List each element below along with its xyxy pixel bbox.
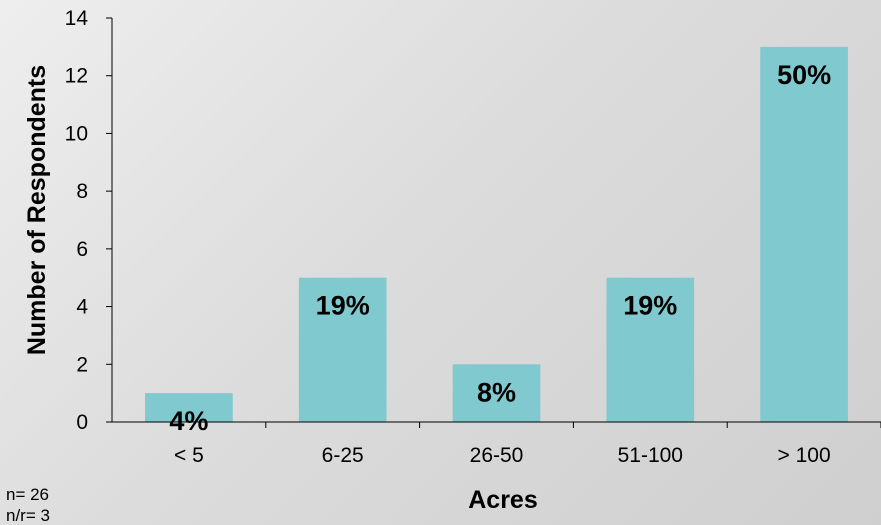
bars-group — [145, 46, 848, 422]
bar — [606, 277, 695, 422]
data-label: 19% — [316, 291, 370, 321]
data-label: 4% — [169, 406, 208, 436]
y-tick-label: 8 — [76, 180, 88, 203]
bar — [452, 364, 541, 422]
bar — [298, 277, 387, 422]
x-tick-label: > 100 — [778, 444, 831, 467]
data-labels: 4% 19% 8% 19% 50% — [169, 60, 831, 436]
y-tick-label: 10 — [65, 122, 88, 145]
data-label: 19% — [623, 291, 677, 321]
y-tick-label: 0 — [76, 411, 88, 434]
sample-size-note: n= 26 — [6, 485, 49, 504]
data-label: 8% — [477, 377, 516, 407]
y-axis-title: Number of Respondents — [23, 65, 51, 355]
x-tick-label: 51-100 — [618, 444, 683, 467]
y-axis-ticks: 0 2 4 6 8 10 12 14 — [65, 7, 112, 434]
y-tick-label: 2 — [76, 353, 88, 376]
bar — [145, 393, 233, 422]
bar — [760, 46, 848, 422]
y-tick-label: 12 — [65, 65, 88, 88]
y-tick-label: 4 — [76, 296, 88, 319]
y-tick-label: 14 — [65, 7, 89, 30]
x-axis-title: Acres — [468, 486, 538, 514]
x-tick-label: 6-25 — [322, 444, 364, 467]
y-tick-label: 6 — [76, 238, 88, 261]
data-label: 50% — [777, 60, 831, 90]
x-tick-label: < 5 — [174, 444, 204, 467]
x-tick-label: 26-50 — [470, 444, 524, 467]
x-axis-ticks: < 5 6-25 26-50 51-100 > 100 — [174, 422, 881, 467]
no-response-note: n/r= 3 — [6, 506, 50, 525]
